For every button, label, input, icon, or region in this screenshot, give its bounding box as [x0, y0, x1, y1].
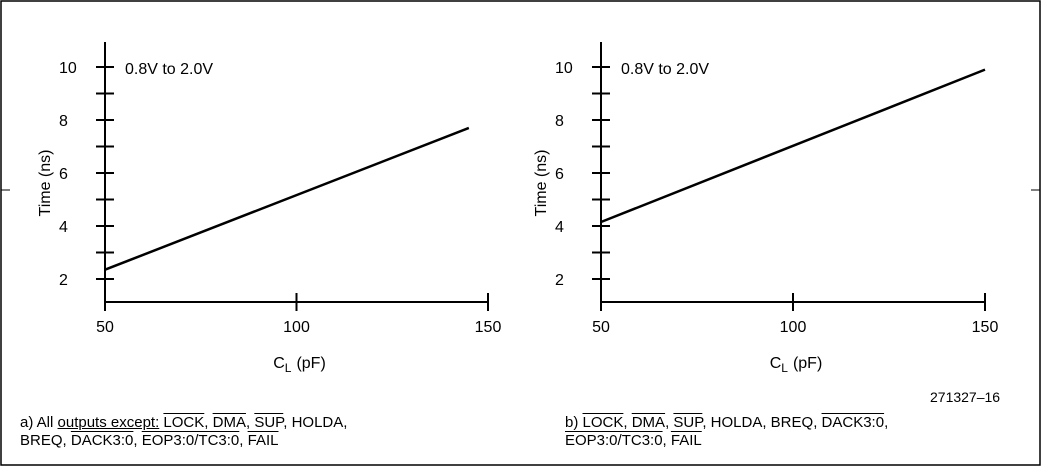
x-axis-label-unit: (pF) — [793, 355, 822, 372]
caption-text: BREQ, — [20, 432, 71, 449]
caption-emphasis: outputs except: — [57, 414, 160, 431]
signal-name: LOCK — [163, 414, 205, 431]
caption-a-line2: BREQ, DACK3:0, EOP3:0/TC3:0, FAIL — [20, 432, 278, 450]
caption-text: , — [662, 432, 671, 449]
y-tick-label: 10 — [555, 60, 573, 77]
caption-text: , — [665, 414, 674, 431]
y-tick-label: 2 — [59, 272, 68, 289]
voltage-annotation: 0.8V to 2.0V — [621, 61, 709, 78]
signal-name: EOP3:0/TC3:0 — [565, 432, 663, 449]
signal-name: LOCK — [582, 414, 624, 431]
signal-name: EOP3:0/TC3:0 — [141, 432, 240, 449]
y-axis-label: Time (ns) — [37, 150, 54, 217]
signal-name: DMA — [631, 414, 666, 431]
signal-name: SUP — [673, 414, 703, 431]
figure-id: 271327–16 — [930, 389, 1001, 405]
x-tick-label: 50 — [96, 319, 114, 336]
y-tick-label: 10 — [59, 60, 77, 77]
caption-text: , HOLDA, BREQ, — [702, 414, 822, 431]
x-tick-label: 150 — [475, 319, 502, 336]
y-tick-label: 8 — [59, 113, 68, 130]
y-tick-label: 6 — [59, 166, 68, 183]
x-axis-label-unit: (pF) — [296, 355, 325, 372]
caption-text: , — [204, 414, 213, 431]
y-axis-label: Time (ns) — [533, 150, 550, 217]
signal-name: FAIL — [670, 432, 702, 449]
series-line — [104, 126, 470, 271]
caption-text: , — [623, 414, 632, 431]
signal-name: DMA — [212, 414, 246, 431]
y-tick-label: 2 — [555, 272, 564, 289]
chart-b: 2 4 6 8 10 50 100 150 Time (ns) CL (pF) 0.8V to 2.0… — [533, 42, 998, 375]
signal-name: SUP — [254, 414, 284, 431]
x-tick-label: 150 — [972, 319, 999, 336]
caption-text: , — [239, 432, 248, 449]
y-tick-label: 8 — [555, 113, 564, 130]
chart-a: 2 4 6 8 10 50 100 150 Time (ns) CL (pF) 0.8V to 2.0… — [37, 42, 501, 375]
caption-text: , — [133, 432, 142, 449]
y-tick-label: 4 — [59, 219, 68, 236]
caption-a-line1: a) All outputs except: LOCK, DMA, SUP, H… — [20, 414, 347, 432]
x-tick-label: 50 — [592, 319, 610, 336]
x-axis-label-main: C — [770, 355, 782, 372]
signal-name: DACK3:0 — [70, 432, 134, 449]
caption-text: , HOLDA, — [283, 414, 348, 431]
x-axis-label-sub: L — [781, 361, 788, 375]
caption-text: , — [245, 414, 255, 431]
caption-text: b) — [565, 414, 583, 431]
y-tick-label: 6 — [555, 166, 564, 183]
x-tick-label: 100 — [283, 319, 310, 336]
signal-name: DACK3:0 — [821, 414, 885, 431]
x-tick-label: 100 — [780, 319, 807, 336]
voltage-annotation: 0.8V to 2.0V — [125, 61, 213, 78]
series-line — [600, 68, 986, 224]
caption-b-line2: EOP3:0/TC3:0, FAIL — [565, 432, 702, 450]
caption-text: a) All — [20, 414, 58, 431]
y-tick-label: 4 — [555, 219, 564, 236]
x-axis-label: CL (pF) — [273, 355, 326, 375]
x-axis-label: CL (pF) — [770, 355, 823, 375]
caption-text: , — [884, 414, 889, 431]
x-axis-label-sub: L — [285, 361, 292, 375]
signal-name: FAIL — [247, 432, 279, 449]
x-axis-label-main: C — [273, 355, 285, 372]
caption-b-line1: b) LOCK, DMA, SUP, HOLDA, BREQ, DACK3:0, — [565, 414, 888, 432]
